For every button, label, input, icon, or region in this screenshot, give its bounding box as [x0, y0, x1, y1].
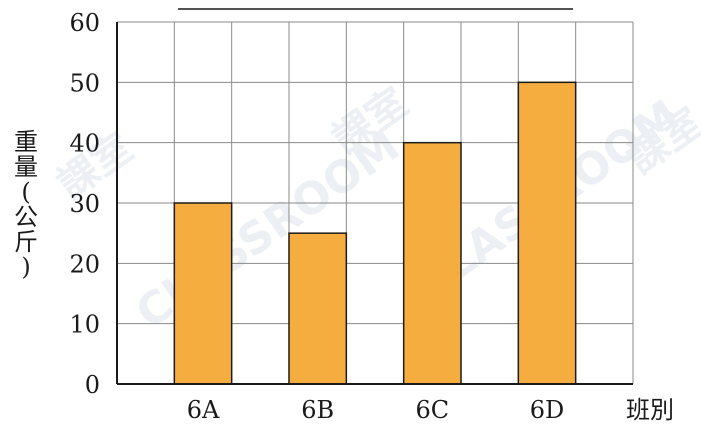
y-tick-label: 60: [69, 9, 100, 37]
bar-6D: [517, 81, 577, 385]
x-tick-label: 6A: [187, 396, 220, 424]
bar-6A: [173, 202, 233, 385]
axes: [116, 22, 633, 385]
x-tick-labels: 6A 6B 6C 6D: [187, 396, 565, 424]
x-tick-label: 6C: [416, 396, 450, 424]
x-tick-label: 6B: [301, 396, 334, 424]
y-tick-label: 50: [69, 69, 100, 97]
y-tick-label: 10: [69, 311, 100, 339]
bars: [173, 81, 577, 385]
y-tick-label: 40: [69, 130, 100, 158]
y-tick-label: 20: [69, 250, 100, 278]
bar-6C: [402, 141, 462, 385]
x-axis-title: 班別: [626, 396, 674, 424]
y-tick-label: 0: [85, 371, 100, 399]
bar-6B: [288, 232, 348, 385]
x-tick-label: 6D: [530, 396, 565, 424]
y-axis-title: 重量(公斤): [14, 128, 38, 281]
watermark-text: CLASSROOM: [127, 120, 409, 339]
y-tick-label: 30: [69, 190, 100, 218]
watermark: CLASSROOM CLASSROOM 課室 課室 課室: [49, 80, 701, 339]
y-tick-labels: 0 10 20 30 40 50 60: [69, 9, 100, 399]
